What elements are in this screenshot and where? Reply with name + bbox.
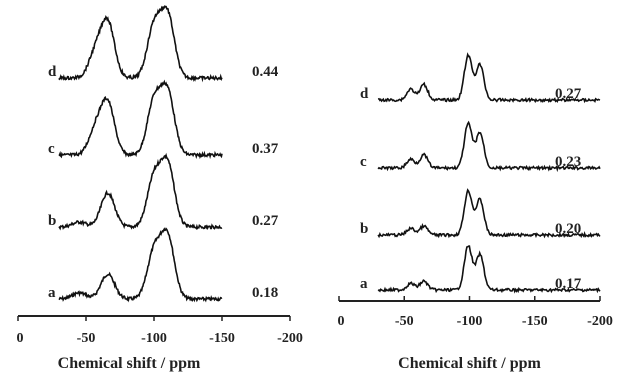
left-x-tick-label: 0 [17,331,24,346]
right-x-tick-label: -50 [395,314,414,329]
right-spectrum-c [377,120,601,173]
left-series-value-a: 0.18 [252,285,278,301]
left-spectrum-a [58,227,223,303]
left-x-tick-label: -150 [209,331,235,346]
right-series-value-d: 0.27 [555,86,582,102]
left-x-tick-label: -50 [77,331,96,346]
left-spectrum-d [58,5,223,83]
left-spectrum-b [58,152,223,231]
right-series-value-b: 0.20 [555,221,581,237]
left-spectrum-c [58,79,223,160]
right-series-value-a: 0.17 [555,276,582,292]
left-series-label-a: a [48,285,56,301]
right-spectrum-d [377,52,601,104]
left-x-tick-label: -200 [277,331,303,346]
left-x-axis-title: Chemical shift / ppm [58,355,201,372]
right-series-label-c: c [360,154,367,170]
right-series-label-a: a [360,276,368,292]
right-x-tick-label: -150 [522,314,548,329]
left-series-value-c: 0.37 [252,141,279,157]
left-series-value-d: 0.44 [252,64,279,80]
right-spectrum-b [377,188,601,239]
right-x-tick-label: -100 [457,314,483,329]
right-series-label-d: d [360,86,369,102]
right-x-tick-label: 0 [338,314,345,329]
right-series-value-c: 0.23 [555,154,581,170]
left-x-tick-label: -100 [141,331,167,346]
right-x-tick-label: -200 [587,314,613,329]
left-series-label-d: d [48,64,57,80]
right-x-axis-title: Chemical shift / ppm [398,355,541,372]
left-series-label-c: c [48,141,55,157]
left-series-value-b: 0.27 [252,213,279,229]
right-spectrum-a [377,245,601,294]
right-series-label-b: b [360,221,368,237]
left-series-label-b: b [48,213,56,229]
